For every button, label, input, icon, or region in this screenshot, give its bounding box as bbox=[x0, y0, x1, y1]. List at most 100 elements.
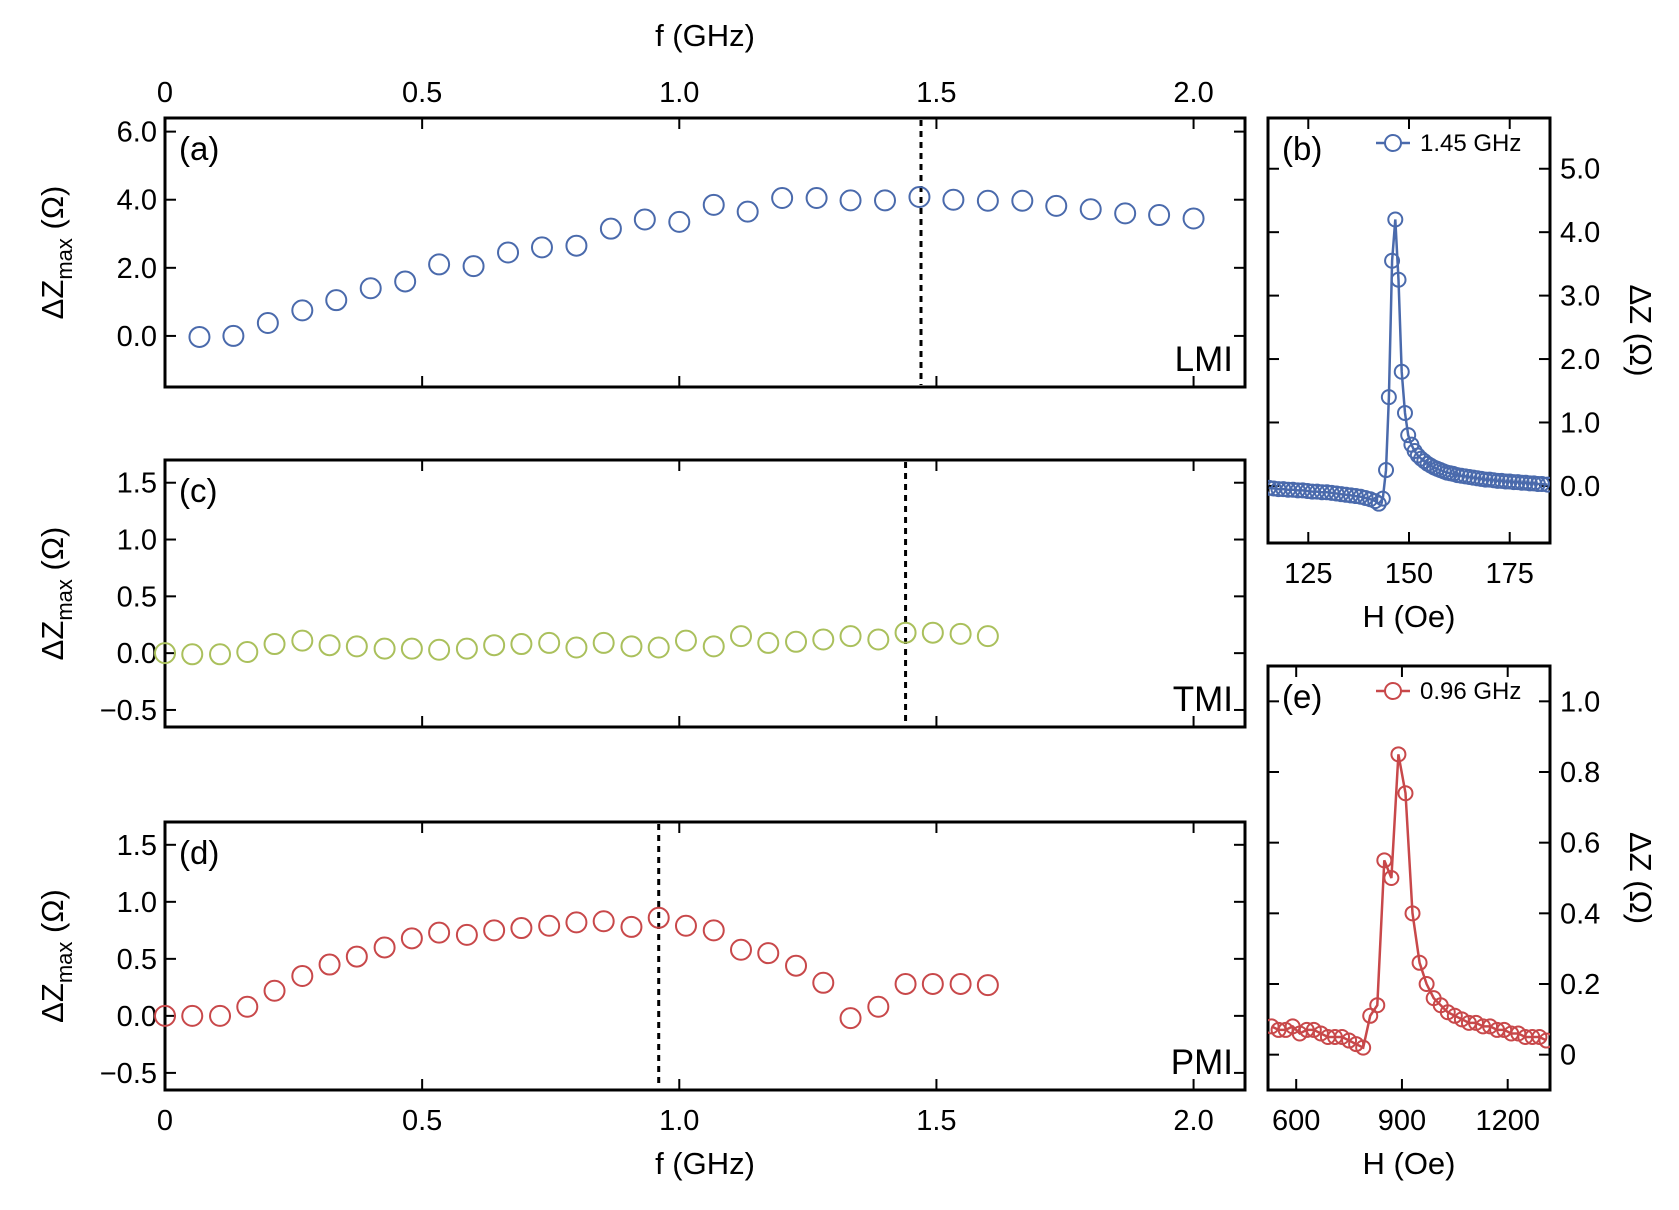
data-point bbox=[942, 188, 965, 211]
y-tick-label: 0.0 bbox=[1560, 471, 1600, 503]
data-point bbox=[620, 635, 643, 658]
series-line bbox=[1268, 219, 1548, 506]
data-point bbox=[1489, 472, 1506, 489]
data-point bbox=[921, 972, 944, 995]
y-tick-label: 0.8 bbox=[1560, 757, 1600, 789]
y-tick-label: 1.0 bbox=[117, 887, 157, 919]
y-axis-label: ΔZ (Ω) bbox=[1623, 284, 1658, 376]
data-point bbox=[318, 634, 341, 657]
data-point bbox=[345, 635, 368, 658]
y-tick-label: 6.0 bbox=[117, 117, 157, 149]
data-point bbox=[394, 270, 417, 293]
y-tick-label: 0.2 bbox=[1560, 969, 1600, 1001]
data-point bbox=[976, 625, 999, 648]
data-point bbox=[976, 974, 999, 997]
data-point bbox=[462, 255, 485, 278]
data-point bbox=[592, 631, 615, 654]
y-tick-label: 0 bbox=[1560, 1040, 1576, 1072]
data-point bbox=[1513, 474, 1530, 491]
data-point bbox=[894, 621, 917, 644]
y-axis-label-sub: max bbox=[52, 942, 77, 984]
data-point bbox=[867, 628, 890, 651]
data-point bbox=[839, 1007, 862, 1030]
x-tick-label: 150 bbox=[1385, 558, 1433, 590]
y-tick-label: 2.0 bbox=[117, 253, 157, 285]
data-point bbox=[839, 625, 862, 648]
y-axis-label: ΔZmax (Ω) bbox=[35, 889, 77, 1023]
data-point bbox=[1374, 490, 1391, 507]
panel-label: (e) bbox=[1282, 678, 1322, 715]
data-point bbox=[1390, 746, 1407, 763]
y-axis-label-sub: max bbox=[52, 579, 77, 621]
data-point bbox=[1529, 476, 1546, 493]
data-point bbox=[812, 971, 835, 994]
data-point bbox=[483, 634, 506, 657]
series-line bbox=[1270, 754, 1548, 1050]
data-point bbox=[949, 622, 972, 645]
data-point bbox=[674, 629, 697, 652]
data-point bbox=[209, 1004, 232, 1027]
data-point bbox=[592, 910, 615, 933]
panel-label: (d) bbox=[179, 834, 219, 871]
data-point bbox=[949, 972, 972, 995]
data-point bbox=[263, 633, 286, 656]
data-point bbox=[1045, 194, 1068, 217]
y-tick-label: 0.4 bbox=[1560, 898, 1600, 930]
data-point bbox=[400, 927, 423, 950]
data-point bbox=[867, 995, 890, 1018]
x-axis-label: H (Oe) bbox=[1363, 1146, 1456, 1181]
plot-frame bbox=[163, 458, 1247, 729]
data-point bbox=[1396, 404, 1413, 421]
data-point bbox=[1182, 207, 1205, 230]
plot-frame bbox=[163, 820, 1247, 1092]
y-tick-label: 3.0 bbox=[1560, 281, 1600, 313]
data-point bbox=[1533, 476, 1550, 493]
y-axis-label-sub: max bbox=[52, 238, 77, 280]
material-label: LMI bbox=[1175, 340, 1233, 379]
data-point bbox=[921, 621, 944, 644]
legend-label: 0.96 GHz bbox=[1420, 678, 1521, 705]
data-point bbox=[785, 630, 808, 653]
x-tick-label: 1.0 bbox=[659, 77, 699, 109]
x-tick-label: 1200 bbox=[1475, 1105, 1540, 1137]
data-point bbox=[538, 914, 561, 937]
data-point bbox=[291, 964, 314, 987]
data-point bbox=[538, 631, 561, 654]
data-point bbox=[1539, 476, 1550, 493]
data-point bbox=[1390, 271, 1407, 288]
data-point bbox=[318, 953, 341, 976]
data-point bbox=[736, 200, 759, 223]
panel-d: 0 0.5 1.0 1.5 2.0 f (GHz) −0.5 0.0 0.5 1.0 1.5 ΔZma… bbox=[35, 820, 1247, 1181]
data-point bbox=[209, 643, 232, 666]
x-tick-label: 0 bbox=[157, 1105, 173, 1137]
data-point bbox=[1387, 211, 1404, 228]
data-point bbox=[702, 919, 725, 942]
data-point bbox=[497, 241, 520, 264]
y-tick-label: 1.0 bbox=[1560, 686, 1600, 718]
panel-e: 600 900 1200 H (Oe) 0 0.2 0.4 0.6 0.8 1.0 ΔZ (Ω) (e… bbox=[1266, 664, 1658, 1181]
y-tick-label: 0.5 bbox=[117, 944, 157, 976]
data-point bbox=[599, 217, 622, 240]
data-point bbox=[1369, 997, 1386, 1014]
data-point bbox=[154, 642, 176, 665]
data-point bbox=[359, 277, 382, 300]
data-point bbox=[1521, 475, 1538, 492]
data-point bbox=[565, 636, 588, 659]
x-tick-label: 600 bbox=[1272, 1105, 1320, 1137]
material-label: PMI bbox=[1171, 1043, 1233, 1082]
y-tick-label: 0.6 bbox=[1560, 828, 1600, 860]
panel-b: 125 150 175 H (Oe) 0.0 1.0 2.0 3.0 4.0 5.0 ΔZ (Ω) (… bbox=[1266, 116, 1658, 634]
y-tick-label: −0.5 bbox=[100, 1058, 157, 1090]
data-point bbox=[1378, 462, 1395, 479]
legend-marker bbox=[1384, 682, 1402, 700]
data-point bbox=[1397, 785, 1414, 802]
x-tick-label: 0 bbox=[157, 77, 173, 109]
data-point bbox=[1370, 495, 1387, 512]
data-point bbox=[839, 189, 862, 212]
data-point bbox=[1505, 474, 1522, 491]
data-point bbox=[771, 187, 794, 210]
x-axis-label: f (GHz) bbox=[655, 1146, 755, 1181]
panel-label: (a) bbox=[179, 130, 219, 167]
data-point bbox=[1477, 471, 1494, 488]
data-point bbox=[483, 919, 506, 942]
